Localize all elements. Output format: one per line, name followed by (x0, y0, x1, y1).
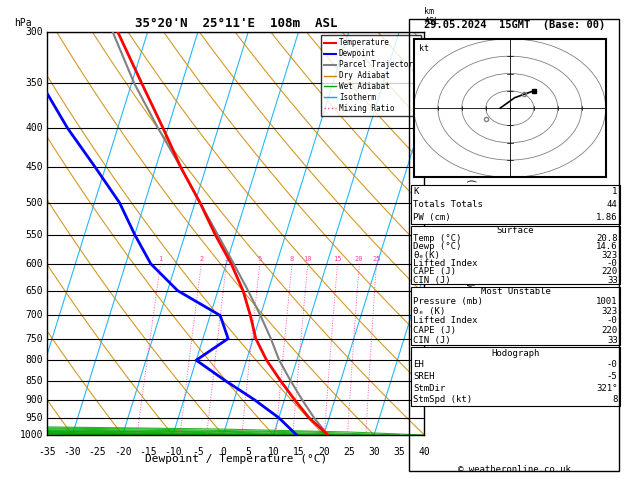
Text: Mixing Ratio (g/kg): Mixing Ratio (g/kg) (469, 177, 479, 289)
Text: 0: 0 (220, 447, 226, 457)
Text: Lifted Index: Lifted Index (413, 259, 478, 268)
Text: 20: 20 (355, 256, 364, 262)
Text: 29.05.2024  15GMT  (Base: 00): 29.05.2024 15GMT (Base: 00) (424, 20, 605, 31)
Text: 900: 900 (26, 395, 43, 405)
Text: -35: -35 (38, 447, 56, 457)
Text: 750: 750 (26, 333, 43, 344)
Text: kt: kt (419, 44, 429, 53)
Text: 1.86: 1.86 (596, 212, 618, 222)
Text: -10: -10 (164, 447, 182, 457)
Text: 300: 300 (26, 27, 43, 36)
Text: 2: 2 (426, 355, 432, 365)
Text: 5: 5 (245, 447, 251, 457)
Text: 7: 7 (426, 147, 432, 157)
Text: 400: 400 (26, 123, 43, 133)
Text: 1: 1 (159, 256, 163, 262)
Text: 14.6: 14.6 (596, 243, 618, 251)
Text: 323: 323 (601, 307, 618, 315)
Text: -0: -0 (607, 361, 618, 369)
Legend: Temperature, Dewpoint, Parcel Trajectory, Dry Adiabat, Wet Adiabat, Isotherm, Mi: Temperature, Dewpoint, Parcel Trajectory… (321, 35, 421, 116)
Text: 10: 10 (267, 447, 279, 457)
Text: 25: 25 (372, 256, 381, 262)
Text: 20: 20 (318, 447, 330, 457)
Text: 1000: 1000 (20, 430, 43, 440)
Text: SREH: SREH (413, 372, 435, 381)
Text: -30: -30 (64, 447, 81, 457)
Text: -0: -0 (607, 316, 618, 325)
Text: Surface: Surface (497, 226, 534, 235)
Text: Most Unstable: Most Unstable (481, 287, 550, 296)
Text: 33: 33 (607, 336, 618, 345)
Text: 220: 220 (601, 326, 618, 335)
Text: 35: 35 (393, 447, 405, 457)
Text: 950: 950 (26, 413, 43, 423)
Text: 5: 5 (426, 230, 432, 240)
Text: 20.8: 20.8 (596, 234, 618, 243)
Text: 1: 1 (426, 395, 432, 405)
Text: 500: 500 (26, 198, 43, 208)
Text: 8: 8 (290, 256, 294, 262)
Text: hPa: hPa (14, 17, 31, 28)
Text: 30: 30 (368, 447, 380, 457)
Text: 44: 44 (607, 200, 618, 208)
Text: km
ASL: km ASL (425, 7, 439, 26)
Text: -20: -20 (114, 447, 131, 457)
Text: 15: 15 (333, 256, 342, 262)
Text: 25: 25 (343, 447, 355, 457)
Text: CIN (J): CIN (J) (413, 276, 451, 285)
Text: 2: 2 (199, 256, 203, 262)
Text: EH: EH (413, 361, 424, 369)
Text: 850: 850 (26, 376, 43, 385)
Text: 3: 3 (426, 311, 432, 320)
Text: Dewp (°C): Dewp (°C) (413, 243, 462, 251)
Text: θₑ(K): θₑ(K) (413, 251, 440, 260)
Text: 1001: 1001 (596, 297, 618, 306)
Text: 321°: 321° (596, 384, 618, 393)
Text: K: K (413, 187, 419, 196)
Text: -15: -15 (139, 447, 157, 457)
Text: 650: 650 (26, 286, 43, 295)
Text: 3: 3 (225, 256, 229, 262)
Text: Hodograph: Hodograph (491, 349, 540, 358)
Text: CIN (J): CIN (J) (413, 336, 451, 345)
Text: 40: 40 (418, 447, 430, 457)
Text: 450: 450 (26, 162, 43, 173)
Text: LCL: LCL (426, 397, 441, 406)
Text: 800: 800 (26, 355, 43, 365)
Text: 600: 600 (26, 259, 43, 269)
Text: CAPE (J): CAPE (J) (413, 267, 456, 277)
Text: 220: 220 (601, 267, 618, 277)
Text: 33: 33 (607, 276, 618, 285)
Text: 8: 8 (612, 396, 618, 404)
Text: 4: 4 (426, 270, 432, 280)
Text: 350: 350 (26, 78, 43, 88)
Text: 15: 15 (292, 447, 304, 457)
Text: PW (cm): PW (cm) (413, 212, 451, 222)
Text: 6: 6 (426, 191, 432, 201)
Text: -25: -25 (89, 447, 106, 457)
Title: 35°20'N  25°11'E  108m  ASL: 35°20'N 25°11'E 108m ASL (135, 17, 337, 31)
Text: -5: -5 (192, 447, 204, 457)
Text: 10: 10 (304, 256, 312, 262)
X-axis label: Dewpoint / Temperature (°C): Dewpoint / Temperature (°C) (145, 454, 327, 465)
Text: θₑ (K): θₑ (K) (413, 307, 445, 315)
Text: -5: -5 (607, 372, 618, 381)
Text: 8: 8 (426, 97, 432, 107)
Text: Temp (°C): Temp (°C) (413, 234, 462, 243)
Text: 323: 323 (601, 251, 618, 260)
Text: -0: -0 (607, 259, 618, 268)
Text: Pressure (mb): Pressure (mb) (413, 297, 483, 306)
Text: Totals Totals: Totals Totals (413, 200, 483, 208)
Text: 5: 5 (258, 256, 262, 262)
Text: StmDir: StmDir (413, 384, 445, 393)
Text: 1: 1 (612, 187, 618, 196)
Text: © weatheronline.co.uk: © weatheronline.co.uk (458, 465, 571, 474)
Text: 550: 550 (26, 230, 43, 240)
Text: Lifted Index: Lifted Index (413, 316, 478, 325)
Text: StmSpd (kt): StmSpd (kt) (413, 396, 472, 404)
Text: 700: 700 (26, 311, 43, 320)
Text: CAPE (J): CAPE (J) (413, 326, 456, 335)
